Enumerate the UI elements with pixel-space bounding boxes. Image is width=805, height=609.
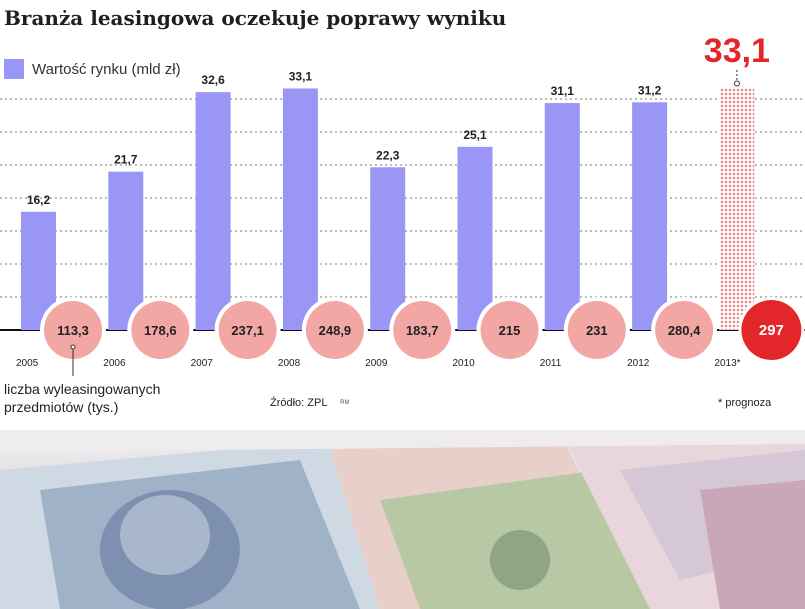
source-text: Źródło: ZPL (270, 397, 328, 409)
note-pointer-dot (70, 344, 76, 350)
count-circle (218, 301, 277, 359)
bar (370, 167, 406, 330)
circle-series-label: liczba wyleasingowanych przedmiotów (tys… (4, 381, 161, 415)
bar-chart: 16,2 113,3 2005 21,7 178,6 2006 32,6 237,1 2007 3… (0, 32, 805, 376)
bar-value-label: 16,2 (27, 193, 51, 207)
bar (282, 88, 318, 330)
legend-swatch (4, 59, 24, 79)
bar (195, 92, 231, 330)
bar-value-label: 21,7 (114, 153, 138, 167)
circle-value-label: 248,9 (319, 323, 352, 338)
forecast-footnote: * prognoza (718, 397, 772, 409)
circle-value-label: 215 (499, 323, 521, 338)
circle-value-label: 178,6 (144, 323, 177, 338)
circle-value-label: 183,7 (406, 323, 439, 338)
year-label: 2007 (191, 358, 214, 369)
legend-label: Wartość rynku (mld zł) (32, 60, 181, 78)
year-label: 2005 (16, 358, 39, 369)
chart-title: Branża leasingowa oczekuje poprawy wynik… (4, 6, 507, 30)
year-label: 2009 (365, 358, 388, 369)
banknotes-photo (0, 430, 805, 609)
forecast-leader-dot (733, 80, 740, 87)
circle-value-label: 237,1 (231, 323, 264, 338)
count-circle (393, 301, 452, 359)
year-label: 2006 (103, 358, 126, 369)
count-circle (305, 301, 364, 359)
year-label: 2008 (278, 358, 301, 369)
count-circle (567, 301, 626, 359)
legend: Wartość rynku (mld zł) (4, 58, 181, 80)
forecast-bar (719, 88, 755, 330)
bar (108, 171, 144, 330)
bar-value-label: 25,1 (463, 128, 487, 142)
year-label: 2012 (627, 358, 650, 369)
count-circle (655, 301, 714, 359)
source-note: Źródło: ZPL RM (270, 397, 349, 409)
bar (457, 146, 493, 330)
count-circle (44, 301, 102, 359)
year-label: 2010 (453, 358, 476, 369)
bar-value-label: 31,2 (638, 83, 662, 97)
bar-value-label: 32,6 (201, 73, 225, 87)
gridlines (0, 98, 805, 298)
forecast-circle (741, 300, 802, 360)
count-circle (131, 301, 190, 359)
circle-value-label: 113,3 (57, 323, 89, 338)
bar (632, 102, 668, 330)
bar-value-label: 22,3 (376, 148, 400, 162)
circle-value-label: 297 (759, 322, 784, 339)
circle-value-label: 280,4 (668, 323, 701, 338)
source-credit: RM (340, 400, 350, 407)
bar (544, 103, 580, 331)
year-label: 2011 (540, 358, 562, 369)
count-circle (480, 301, 539, 359)
circle-value-label: 231 (586, 323, 608, 338)
bar-value-label: 33,1 (289, 69, 313, 83)
year-label: 2013* (714, 358, 740, 369)
bar-value-label: 31,1 (551, 84, 575, 98)
forecast-value-label: 33,1 (704, 32, 770, 70)
